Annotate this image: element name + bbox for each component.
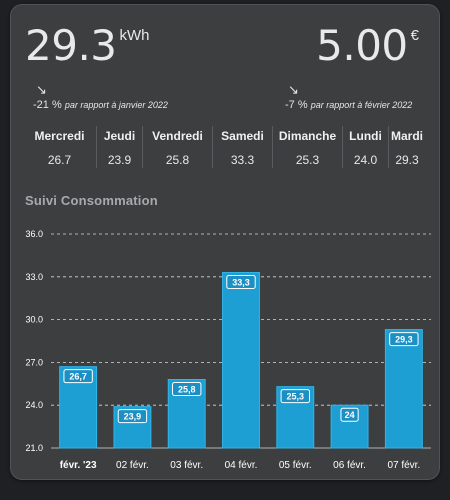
x-tick-label: 06 févr. <box>333 460 366 471</box>
day-value: 33.3 <box>230 153 255 167</box>
y-tick-label: 21.0 <box>25 443 43 453</box>
y-tick-label: 30.0 <box>25 315 43 325</box>
kwh-unit: kWh <box>119 27 150 44</box>
day-cell: Samedi 33.3 <box>213 126 273 168</box>
day-name: Mercredi <box>34 129 85 143</box>
data-label: 24 <box>345 410 355 420</box>
day-cell: Lundi 24.0 <box>343 126 389 168</box>
data-label-box <box>172 382 202 397</box>
energy-card: 29.3 kWh 5.00 € ↘ -21 % par rapport à janv… <box>10 4 440 480</box>
x-tick-label: 04 févr. <box>225 460 258 471</box>
day-value: 24.0 <box>353 153 378 167</box>
day-value: 29.3 <box>395 153 419 167</box>
cost-unit: € <box>410 27 419 44</box>
day-cell: Mardi 29.3 <box>389 126 425 168</box>
bar <box>384 329 423 449</box>
day-value: 26.7 <box>47 153 72 167</box>
daily-summary: Mercredi 26.7 Jeudi 23.9 Vendredi 25.8 S… <box>23 126 425 168</box>
kwh-delta-percent: -21 % <box>33 99 62 111</box>
y-tick-label: 36.0 <box>25 229 43 239</box>
day-name: Lundi <box>349 129 382 143</box>
kwh-delta-text: par rapport à janvier 2022 <box>64 100 168 110</box>
day-value: 25.8 <box>165 153 190 167</box>
cost-delta: ↘ -7 % par rapport à février 2022 <box>285 83 412 111</box>
data-label: 26,7 <box>69 372 87 382</box>
data-label: 25,8 <box>178 385 196 395</box>
y-tick-label: 27.0 <box>25 357 43 367</box>
x-tick-label: 03 févr. <box>170 460 203 471</box>
day-value: 25.3 <box>295 153 320 167</box>
x-tick-label: 02 févr. <box>116 460 149 471</box>
cost-delta-percent: -7 % <box>285 99 308 111</box>
data-label: 33,3 <box>232 278 250 288</box>
x-tick-label: févr. '23 <box>60 460 97 471</box>
cost-delta-text: par rapport à février 2022 <box>310 100 413 110</box>
y-tick-label: 24.0 <box>25 400 43 410</box>
trend-down-icon: ↘ <box>36 82 47 97</box>
chart-title: Suivi Consommation <box>25 193 158 208</box>
data-label: 25,3 <box>287 392 305 402</box>
bar <box>222 272 260 449</box>
kwh-total: 29.3 kWh <box>25 25 150 67</box>
day-name: Vendredi <box>152 129 203 143</box>
day-name: Dimanche <box>278 129 337 143</box>
day-name: Samedi <box>221 129 264 143</box>
data-label: 23,9 <box>124 412 142 422</box>
day-name: Mardi <box>390 129 423 143</box>
data-label-box <box>226 275 256 290</box>
day-cell: Vendredi 25.8 <box>143 126 213 168</box>
cost-value: 5.00 <box>316 21 408 70</box>
trend-down-icon: ↘ <box>288 82 299 97</box>
day-cell: Mercredi 26.7 <box>23 126 97 168</box>
consumption-chart: 36.0 33.0 30.0 27.0 24.0 21.0 26,7 févr. '23 23,… <box>25 229 431 471</box>
data-label-box <box>280 389 310 404</box>
x-tick-label: 05 févr. <box>279 460 312 471</box>
data-label: 29,3 <box>395 335 413 345</box>
day-value: 23.9 <box>107 153 132 167</box>
cost-total: 5.00 € <box>316 25 419 67</box>
day-cell: Jeudi 23.9 <box>97 126 143 168</box>
y-tick-label: 33.0 <box>25 272 43 282</box>
data-label-box <box>117 409 148 424</box>
x-tick-label: 07 févr. <box>387 460 420 471</box>
day-name: Jeudi <box>103 129 136 143</box>
data-label-box <box>389 332 419 347</box>
day-cell: Dimanche 25.3 <box>273 126 343 168</box>
data-label-box <box>340 407 359 422</box>
kwh-delta: ↘ -21 % par rapport à janvier 2022 <box>33 83 168 111</box>
kwh-value: 29.3 <box>25 21 117 70</box>
data-label-box <box>63 369 93 384</box>
